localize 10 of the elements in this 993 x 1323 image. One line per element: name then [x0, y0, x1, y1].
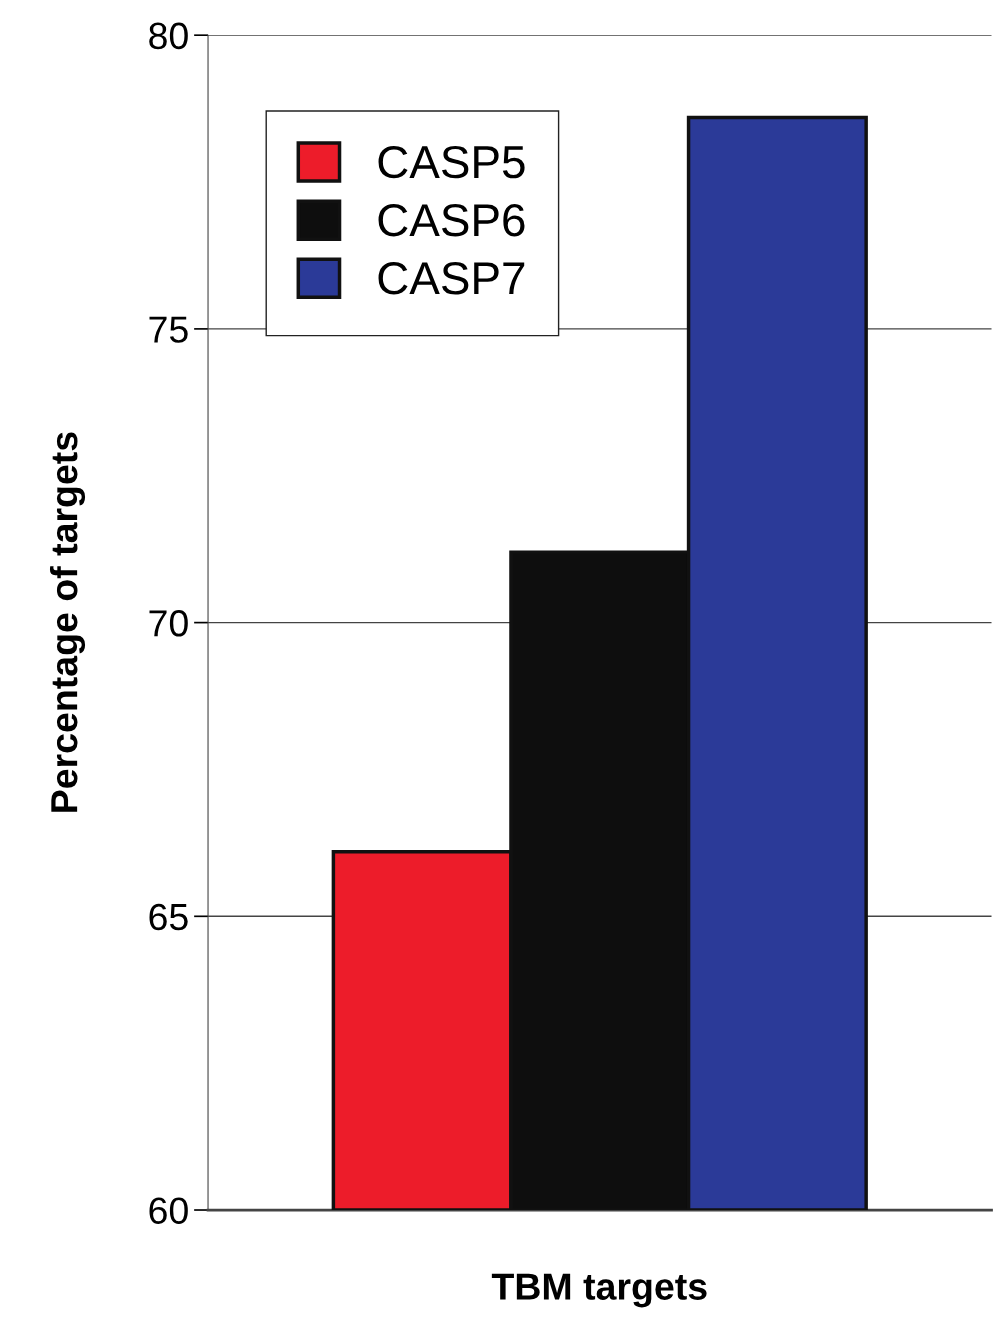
y-tick-label: 60: [149, 1197, 188, 1224]
y-tick-label: 65: [149, 903, 188, 931]
legend-label: CASP6: [378, 203, 525, 237]
y-tick-label: 80: [149, 22, 188, 50]
y-tick-label: 75: [149, 316, 188, 343]
y-tick-label: 70: [149, 610, 188, 637]
legend-label: CASP5: [378, 145, 525, 179]
x-axis-title: TBM targets: [491, 1273, 707, 1308]
y-axis-title: Percentage of targets: [49, 432, 86, 812]
legend-label: CASP7: [378, 262, 525, 295]
